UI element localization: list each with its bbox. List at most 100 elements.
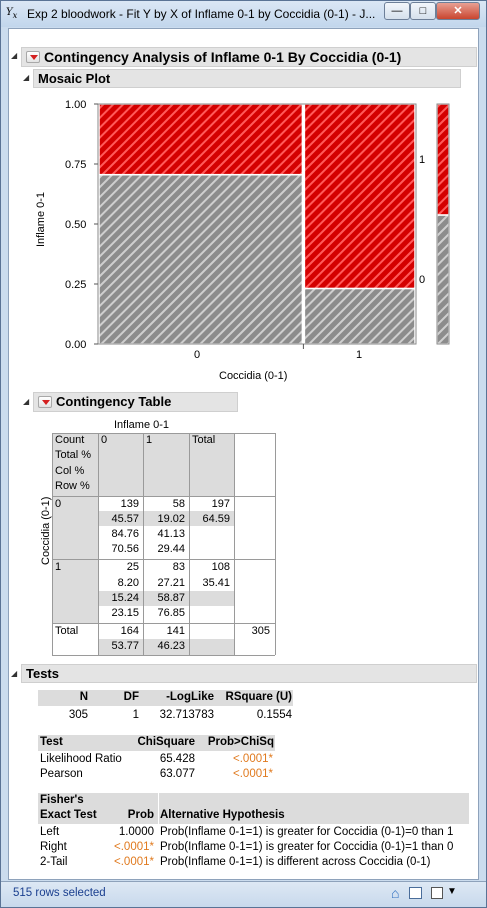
- shaded-band: [98, 591, 234, 606]
- summary-header: N: [79, 691, 88, 703]
- contingency-analysis-header: Contingency Analysis of Inflame 0-1 By C…: [21, 47, 477, 67]
- side-level-label: 0: [419, 274, 426, 286]
- maximize-button[interactable]: □: [410, 2, 436, 20]
- table-cell: 25: [126, 561, 139, 573]
- chi-header: Prob>ChiSq: [207, 736, 274, 748]
- column-header: Total: [192, 434, 216, 446]
- fisher-header: Exact Test: [40, 809, 97, 821]
- red-triangle-menu-icon[interactable]: [26, 51, 40, 63]
- table-cell: 64.59: [202, 513, 230, 525]
- fisher-hypothesis: Prob(Inflame 0-1=1) is greater for Cocci…: [160, 841, 454, 853]
- table-cell: 108: [211, 561, 230, 573]
- close-button[interactable]: ✕: [436, 2, 480, 20]
- mosaic-cell-level-1: [98, 103, 304, 176]
- disclosure-triangle-icon[interactable]: ◢: [11, 669, 18, 678]
- table-cell: 35.41: [202, 577, 230, 589]
- mosaic-cell-level-1: [303, 103, 416, 290]
- shaded-band: [98, 639, 234, 655]
- mosaic-chart: [94, 103, 450, 349]
- home-up-icon[interactable]: ⌂: [391, 885, 400, 901]
- jmp-fit-y-by-x-icon: Yx: [6, 7, 18, 20]
- chi-value: 65.428: [159, 753, 195, 765]
- disclosure-triangle-icon[interactable]: ◢: [11, 51, 18, 60]
- table-cell: 8.20: [117, 577, 139, 589]
- red-triangle-menu-icon[interactable]: [38, 396, 52, 408]
- minimize-button[interactable]: —: [384, 2, 410, 20]
- x-axis-label: Coccidia (0-1): [219, 370, 288, 382]
- chi-test-name: Pearson: [40, 768, 83, 780]
- table-cell: 76.85: [157, 607, 185, 619]
- stat-label: Total %: [55, 449, 92, 461]
- fisher-prob: <.0001*: [114, 841, 154, 853]
- fisher-header-row: [38, 793, 469, 824]
- options-menu-icon[interactable]: ▼: [447, 886, 457, 897]
- x-tick-label: 1: [356, 349, 363, 361]
- y-tick-label: 1.00: [65, 99, 87, 111]
- row-label-column: [52, 433, 98, 623]
- fisher-prob: 1.0000: [118, 826, 154, 838]
- table-cell: 141: [166, 625, 185, 637]
- summary-value: 32.713783: [159, 709, 214, 721]
- table-cell: 46.23: [157, 640, 185, 652]
- tests-header-label: Tests: [26, 666, 59, 681]
- fisher-header: Prob: [127, 809, 154, 821]
- stat-label: Col %: [55, 465, 85, 477]
- mosaic-plot-header: Mosaic Plot: [33, 69, 461, 88]
- row-header: 1: [55, 561, 62, 573]
- summary-value: 305: [68, 709, 88, 721]
- chi-value: 63.077: [159, 768, 195, 780]
- table-cell: 58.87: [157, 592, 185, 604]
- table-cell: 15.24: [111, 592, 139, 604]
- table-cell: 139: [120, 498, 139, 510]
- chi-header: Test: [40, 736, 63, 748]
- row-variable-label: Coccidia (0-1): [40, 496, 52, 565]
- table-cell: 45.57: [111, 513, 139, 525]
- report-content: ◢ Contingency Analysis of Inflame 0-1 By…: [8, 28, 479, 880]
- table-cell: 58: [172, 498, 185, 510]
- mosaic-header-label: Mosaic Plot: [38, 71, 111, 86]
- fisher-prob: <.0001*: [114, 856, 154, 868]
- shaded-band: [98, 511, 234, 526]
- tests-header: Tests: [21, 664, 477, 683]
- disclosure-triangle-icon[interactable]: ◢: [23, 73, 30, 82]
- fisher-header: Fisher's: [40, 794, 84, 806]
- summary-header: RSquare (U): [225, 691, 292, 703]
- table-cell: 83: [172, 561, 185, 573]
- chi-prob: <.0001*: [233, 768, 273, 780]
- marginal-cell-level-1: [436, 103, 450, 216]
- mosaic-cell-level-0: [98, 173, 304, 345]
- table-cell: 19.02: [157, 513, 185, 525]
- report-title: Contingency Analysis of Inflame 0-1 By C…: [44, 49, 402, 65]
- table-cell: 29.44: [157, 543, 185, 555]
- contingency-header-label: Contingency Table: [56, 394, 172, 409]
- table-cell: 197: [211, 498, 230, 510]
- header-row: [98, 433, 234, 496]
- stat-label: Row %: [55, 480, 90, 492]
- chi-header: ChiSquare: [137, 736, 195, 748]
- chi-test-name: Likelihood Ratio: [40, 753, 122, 765]
- column-header: 1: [146, 434, 153, 446]
- table-cell: 305: [251, 625, 270, 637]
- status-bar: 515 rows selected ⌂ ▼: [1, 881, 486, 907]
- fisher-test-name: 2-Tail: [40, 856, 68, 868]
- window-title: Exp 2 bloodwork - Fit Y by X of Inflame …: [27, 7, 376, 21]
- summary-header: DF: [123, 691, 139, 703]
- summary-header-row: [38, 690, 293, 706]
- fisher-test-name: Left: [40, 826, 60, 838]
- table-cell: 41.13: [157, 528, 185, 540]
- table-view-icon[interactable]: [409, 887, 422, 899]
- fisher-hypothesis: Prob(Inflame 0-1=1) is greater for Cocci…: [160, 826, 454, 838]
- stat-label: Count: [55, 434, 85, 446]
- options-checkbox-icon[interactable]: [431, 887, 443, 899]
- contingency-table-header: Contingency Table: [33, 392, 238, 412]
- x-tick-label: 0: [194, 349, 201, 361]
- marginal-frame: [436, 103, 450, 345]
- title-bar[interactable]: Yx Exp 2 bloodwork - Fit Y by X of Infla…: [1, 1, 486, 27]
- side-level-label: 1: [419, 154, 426, 166]
- table-cell: 84.76: [111, 528, 139, 540]
- table-cell: 164: [120, 625, 139, 637]
- chi-prob: <.0001*: [233, 753, 273, 765]
- disclosure-triangle-icon[interactable]: ◢: [23, 397, 30, 406]
- table-cell: 23.15: [111, 607, 139, 619]
